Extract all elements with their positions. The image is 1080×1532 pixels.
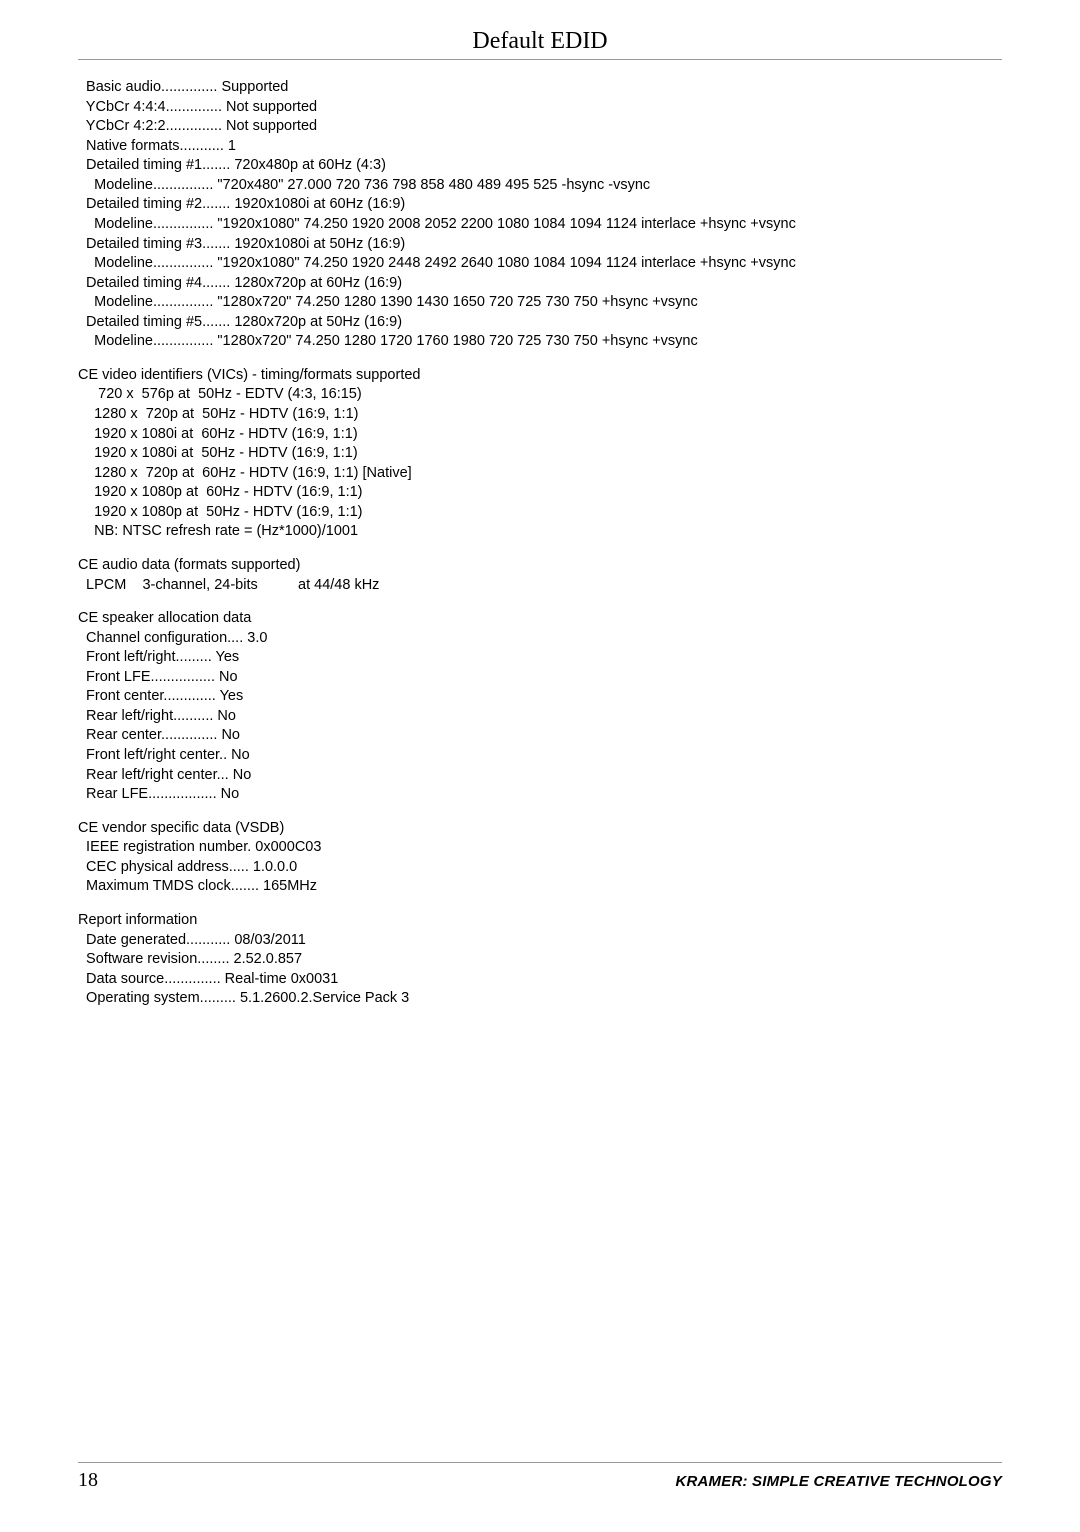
text-line: 1280 x 720p at 60Hz - HDTV (16:9, 1:1) [… bbox=[78, 464, 1002, 484]
text-line: Detailed timing #3....... 1920x1080i at … bbox=[78, 235, 1002, 255]
document-body: Basic audio.............. Supported YCbC… bbox=[0, 60, 1080, 1009]
text-line: Maximum TMDS clock....... 165MHz bbox=[78, 877, 1002, 897]
text-line: CE speaker allocation data bbox=[78, 609, 1002, 629]
text-line: Modeline............... "1280x720" 74.25… bbox=[78, 293, 1002, 313]
text-line: Front left/right center.. No bbox=[78, 746, 1002, 766]
text-line: YCbCr 4:4:4.............. Not supported bbox=[78, 98, 1002, 118]
text-line: CE vendor specific data (VSDB) bbox=[78, 819, 1002, 839]
footer-divider bbox=[78, 1462, 1002, 1463]
text-line: Modeline............... "1280x720" 74.25… bbox=[78, 332, 1002, 352]
text-line: Rear left/right.......... No bbox=[78, 707, 1002, 727]
text-line: 1920 x 1080p at 60Hz - HDTV (16:9, 1:1) bbox=[78, 483, 1002, 503]
section-ce-video-ids: CE video identifiers (VICs) - timing/for… bbox=[78, 366, 1002, 542]
text-line: Modeline............... "720x480" 27.000… bbox=[78, 176, 1002, 196]
text-line: Front center............. Yes bbox=[78, 687, 1002, 707]
text-line: 1280 x 720p at 50Hz - HDTV (16:9, 1:1) bbox=[78, 405, 1002, 425]
text-line: Detailed timing #1....... 720x480p at 60… bbox=[78, 156, 1002, 176]
text-line: Rear left/right center... No bbox=[78, 766, 1002, 786]
text-line: Detailed timing #2....... 1920x1080i at … bbox=[78, 195, 1002, 215]
section-detailed-timing: Basic audio.............. Supported YCbC… bbox=[78, 78, 1002, 352]
text-line: Software revision........ 2.52.0.857 bbox=[78, 950, 1002, 970]
text-line: Rear center.............. No bbox=[78, 726, 1002, 746]
section-ce-speaker: CE speaker allocation data Channel confi… bbox=[78, 609, 1002, 805]
text-line: CEC physical address..... 1.0.0.0 bbox=[78, 858, 1002, 878]
text-line: Basic audio.............. Supported bbox=[78, 78, 1002, 98]
text-line: LPCM 3-channel, 24-bits at 44/48 kHz bbox=[78, 576, 1002, 596]
section-report-info: Report information Date generated.......… bbox=[78, 911, 1002, 1009]
text-line: Operating system......... 5.1.2600.2.Ser… bbox=[78, 989, 1002, 1009]
text-line: Date generated........... 08/03/2011 bbox=[78, 931, 1002, 951]
text-line: Rear LFE................. No bbox=[78, 785, 1002, 805]
brand-text: KRAMER: SIMPLE CREATIVE TECHNOLOGY bbox=[675, 1473, 1002, 1490]
text-line: CE audio data (formats supported) bbox=[78, 556, 1002, 576]
text-line: Native formats........... 1 bbox=[78, 137, 1002, 157]
text-line: Front left/right......... Yes bbox=[78, 648, 1002, 668]
text-line: Data source.............. Real-time 0x00… bbox=[78, 970, 1002, 990]
text-line: YCbCr 4:2:2.............. Not supported bbox=[78, 117, 1002, 137]
text-line: 1920 x 1080i at 50Hz - HDTV (16:9, 1:1) bbox=[78, 444, 1002, 464]
text-line: Report information bbox=[78, 911, 1002, 931]
text-line: NB: NTSC refresh rate = (Hz*1000)/1001 bbox=[78, 522, 1002, 542]
text-line: Detailed timing #5....... 1280x720p at 5… bbox=[78, 313, 1002, 333]
text-line: IEEE registration number. 0x000C03 bbox=[78, 838, 1002, 858]
section-ce-vsdb: CE vendor specific data (VSDB) IEEE regi… bbox=[78, 819, 1002, 897]
text-line: Modeline............... "1920x1080" 74.2… bbox=[78, 215, 1002, 235]
text-line: CE video identifiers (VICs) - timing/for… bbox=[78, 366, 1002, 386]
page-title: Default EDID bbox=[0, 0, 1080, 59]
text-line: Detailed timing #4....... 1280x720p at 6… bbox=[78, 274, 1002, 294]
text-line: Front LFE................ No bbox=[78, 668, 1002, 688]
page-number: 18 bbox=[78, 1469, 98, 1492]
text-line: 1920 x 1080p at 50Hz - HDTV (16:9, 1:1) bbox=[78, 503, 1002, 523]
page-footer: 18 KRAMER: SIMPLE CREATIVE TECHNOLOGY bbox=[0, 1462, 1080, 1492]
text-line: Channel configuration.... 3.0 bbox=[78, 629, 1002, 649]
text-line: Modeline............... "1920x1080" 74.2… bbox=[78, 254, 1002, 274]
section-ce-audio: CE audio data (formats supported) LPCM 3… bbox=[78, 556, 1002, 595]
text-line: 720 x 576p at 50Hz - EDTV (4:3, 16:15) bbox=[78, 385, 1002, 405]
text-line: 1920 x 1080i at 60Hz - HDTV (16:9, 1:1) bbox=[78, 425, 1002, 445]
